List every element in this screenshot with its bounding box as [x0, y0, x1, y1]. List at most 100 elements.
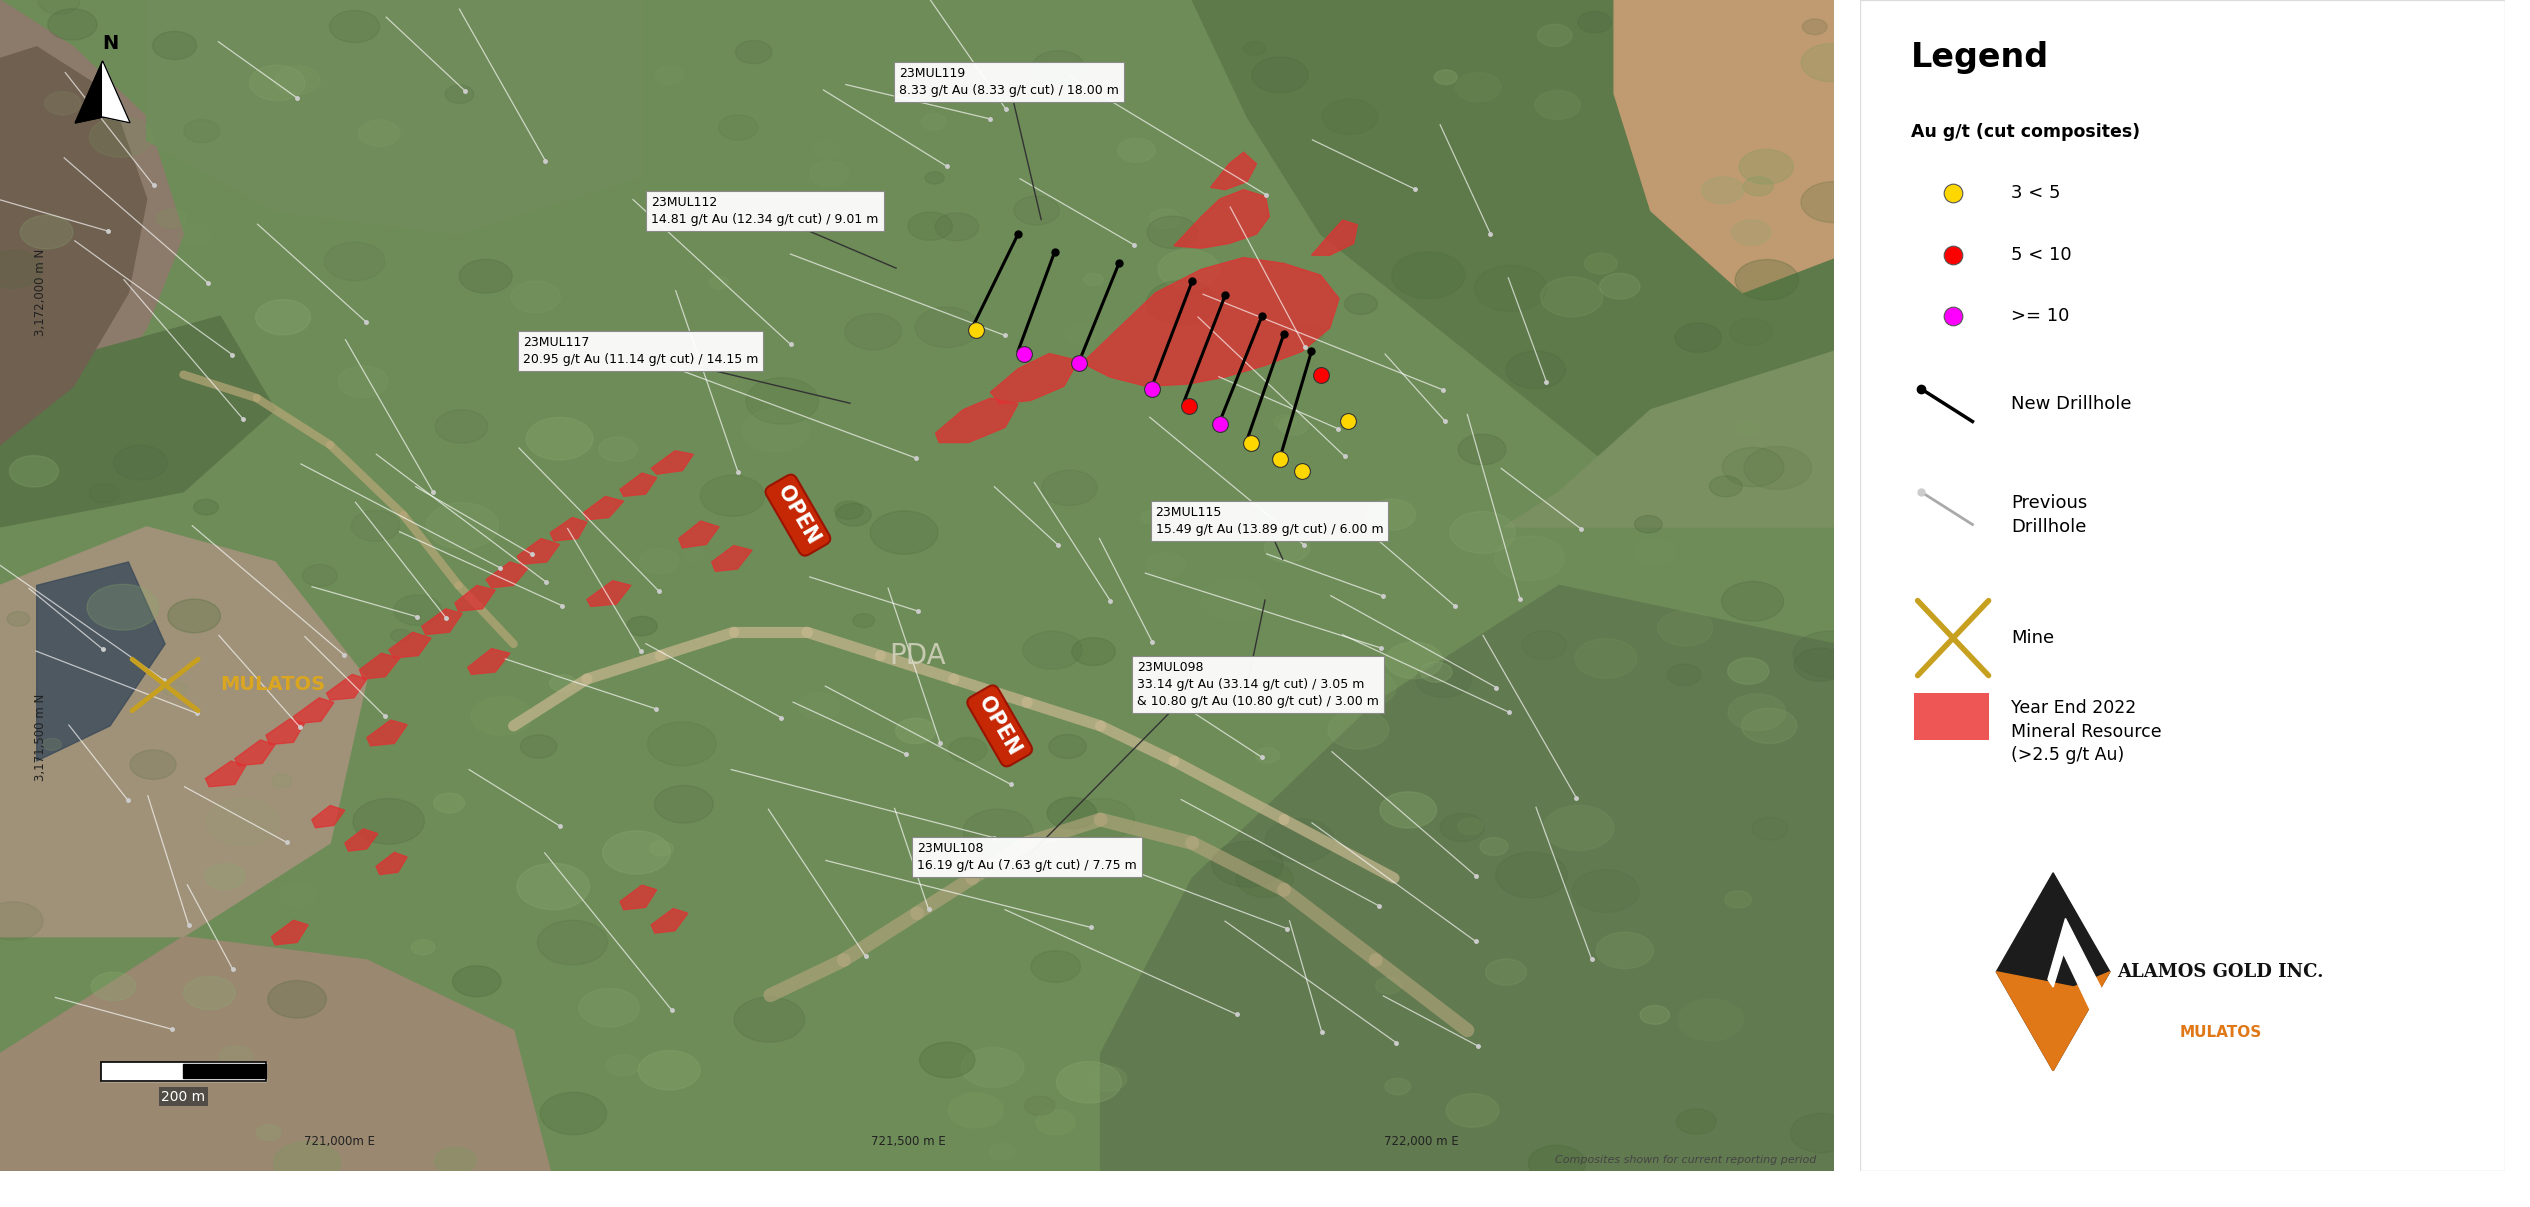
- Polygon shape: [344, 829, 377, 851]
- Circle shape: [1065, 325, 1095, 344]
- Circle shape: [516, 863, 589, 910]
- Circle shape: [8, 612, 30, 626]
- Circle shape: [1475, 266, 1546, 311]
- Polygon shape: [0, 0, 185, 468]
- Circle shape: [638, 1050, 701, 1090]
- Circle shape: [648, 722, 716, 765]
- Text: OPEN: OPEN: [774, 483, 822, 548]
- Text: 5 < 10: 5 < 10: [2011, 246, 2072, 264]
- Circle shape: [162, 681, 187, 696]
- Circle shape: [1328, 710, 1389, 748]
- Circle shape: [1634, 515, 1662, 533]
- Circle shape: [1736, 420, 1761, 436]
- Circle shape: [268, 980, 326, 1018]
- Circle shape: [339, 366, 387, 397]
- Point: [1328, 412, 1369, 431]
- Circle shape: [1639, 1005, 1670, 1025]
- Text: 200 m: 200 m: [162, 1090, 205, 1103]
- Circle shape: [1083, 273, 1103, 286]
- Circle shape: [1543, 805, 1614, 851]
- Circle shape: [602, 830, 670, 874]
- Circle shape: [89, 484, 119, 503]
- Circle shape: [650, 841, 673, 856]
- Circle shape: [1252, 57, 1308, 93]
- Circle shape: [708, 275, 729, 288]
- Text: 722,000 m E: 722,000 m E: [1384, 1135, 1460, 1148]
- Polygon shape: [1192, 0, 1834, 526]
- Point: [1131, 379, 1171, 398]
- Circle shape: [1366, 498, 1417, 530]
- Circle shape: [1252, 506, 1273, 519]
- Circle shape: [746, 378, 820, 424]
- Circle shape: [1634, 540, 1675, 565]
- Circle shape: [1791, 1113, 1852, 1153]
- Circle shape: [701, 476, 764, 517]
- Circle shape: [1599, 273, 1639, 299]
- Circle shape: [1457, 818, 1483, 834]
- Circle shape: [114, 445, 167, 480]
- Circle shape: [256, 1125, 281, 1141]
- Point: [1300, 365, 1341, 384]
- Circle shape: [195, 500, 218, 515]
- Polygon shape: [455, 585, 496, 611]
- Bar: [101, 1062, 266, 1080]
- Point: [1933, 245, 1973, 264]
- Circle shape: [1723, 448, 1784, 486]
- Circle shape: [1435, 70, 1457, 84]
- Polygon shape: [468, 648, 511, 675]
- Circle shape: [273, 1142, 342, 1184]
- Circle shape: [185, 976, 235, 1009]
- Polygon shape: [620, 885, 658, 910]
- Polygon shape: [0, 526, 367, 937]
- Circle shape: [1159, 250, 1219, 288]
- Polygon shape: [992, 354, 1078, 404]
- Circle shape: [640, 548, 678, 573]
- Circle shape: [1376, 978, 1402, 993]
- Circle shape: [870, 511, 939, 554]
- Circle shape: [250, 65, 306, 100]
- Circle shape: [655, 786, 713, 823]
- Point: [1004, 344, 1045, 363]
- Polygon shape: [516, 538, 559, 565]
- Circle shape: [89, 117, 152, 157]
- Text: Mine: Mine: [2011, 629, 2054, 647]
- Point: [1933, 307, 1973, 326]
- Circle shape: [1538, 24, 1571, 46]
- Circle shape: [1032, 51, 1085, 84]
- Circle shape: [48, 8, 96, 40]
- Polygon shape: [0, 47, 147, 445]
- Circle shape: [1455, 72, 1500, 101]
- Circle shape: [352, 799, 425, 844]
- Circle shape: [627, 617, 658, 636]
- Polygon shape: [1209, 152, 1257, 189]
- Circle shape: [1736, 260, 1799, 301]
- Polygon shape: [587, 581, 630, 606]
- Circle shape: [207, 799, 278, 845]
- Circle shape: [1073, 637, 1116, 665]
- Circle shape: [38, 0, 81, 14]
- Circle shape: [185, 119, 220, 142]
- Polygon shape: [711, 546, 751, 571]
- Circle shape: [0, 251, 43, 288]
- Point: [1283, 461, 1323, 480]
- Circle shape: [1212, 841, 1283, 887]
- Circle shape: [1725, 891, 1751, 908]
- Circle shape: [256, 299, 311, 334]
- Circle shape: [600, 437, 638, 461]
- Text: 23MUL112
14.81 g/t Au (12.34 g/t cut) / 9.01 m: 23MUL112 14.81 g/t Au (12.34 g/t cut) / …: [650, 196, 878, 226]
- Circle shape: [1384, 1078, 1412, 1095]
- Text: MULATOS: MULATOS: [2181, 1025, 2262, 1040]
- Polygon shape: [1614, 0, 1834, 293]
- Polygon shape: [104, 60, 129, 123]
- Circle shape: [1379, 792, 1437, 828]
- Circle shape: [1265, 818, 1333, 863]
- Circle shape: [1323, 99, 1379, 134]
- Point: [1169, 397, 1209, 416]
- Circle shape: [1738, 150, 1794, 185]
- Polygon shape: [293, 698, 334, 723]
- Circle shape: [1801, 182, 1865, 222]
- Circle shape: [1141, 511, 1161, 524]
- Circle shape: [719, 115, 759, 140]
- Polygon shape: [620, 473, 658, 496]
- Circle shape: [1343, 293, 1376, 314]
